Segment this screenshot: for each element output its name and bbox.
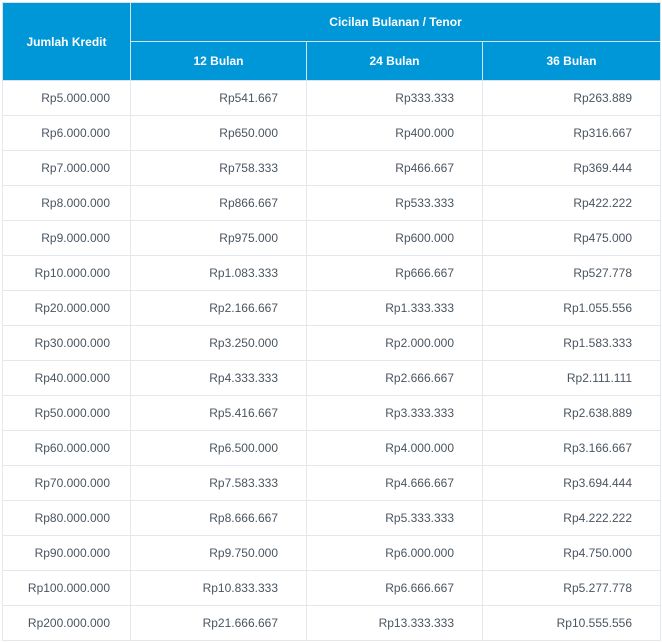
table-header: Jumlah Kredit Cicilan Bulanan / Tenor 12…	[3, 3, 661, 81]
cell-tenor-36: Rp5.277.778	[483, 571, 661, 606]
cell-tenor-36: Rp316.667	[483, 116, 661, 151]
cell-tenor-12: Rp9.750.000	[131, 536, 307, 571]
cell-tenor-36: Rp3.694.444	[483, 466, 661, 501]
cell-tenor-12: Rp21.666.667	[131, 606, 307, 641]
table-body: Rp5.000.000Rp541.667Rp333.333Rp263.889Rp…	[3, 81, 661, 641]
table-row: Rp90.000.000Rp9.750.000Rp6.000.000Rp4.75…	[3, 536, 661, 571]
cell-tenor-36: Rp475.000	[483, 221, 661, 256]
table-row: Rp200.000.000Rp21.666.667Rp13.333.333Rp1…	[3, 606, 661, 641]
cell-tenor-36: Rp2.111.111	[483, 361, 661, 396]
cell-tenor-12: Rp5.416.667	[131, 396, 307, 431]
cell-credit-amount: Rp40.000.000	[3, 361, 131, 396]
cell-tenor-12: Rp541.667	[131, 81, 307, 116]
cell-tenor-24: Rp3.333.333	[307, 396, 483, 431]
cell-tenor-24: Rp6.666.667	[307, 571, 483, 606]
table-row: Rp50.000.000Rp5.416.667Rp3.333.333Rp2.63…	[3, 396, 661, 431]
cell-tenor-36: Rp10.555.556	[483, 606, 661, 641]
cell-credit-amount: Rp80.000.000	[3, 501, 131, 536]
table-row: Rp70.000.000Rp7.583.333Rp4.666.667Rp3.69…	[3, 466, 661, 501]
cell-credit-amount: Rp200.000.000	[3, 606, 131, 641]
cell-tenor-24: Rp533.333	[307, 186, 483, 221]
cell-tenor-24: Rp4.666.667	[307, 466, 483, 501]
cell-credit-amount: Rp10.000.000	[3, 256, 131, 291]
cell-tenor-24: Rp666.667	[307, 256, 483, 291]
installment-table: Jumlah Kredit Cicilan Bulanan / Tenor 12…	[2, 2, 661, 641]
cell-tenor-36: Rp1.055.556	[483, 291, 661, 326]
cell-credit-amount: Rp5.000.000	[3, 81, 131, 116]
cell-tenor-24: Rp1.333.333	[307, 291, 483, 326]
cell-tenor-12: Rp2.166.667	[131, 291, 307, 326]
cell-credit-amount: Rp6.000.000	[3, 116, 131, 151]
cell-tenor-24: Rp13.333.333	[307, 606, 483, 641]
table-row: Rp20.000.000Rp2.166.667Rp1.333.333Rp1.05…	[3, 291, 661, 326]
cell-tenor-12: Rp8.666.667	[131, 501, 307, 536]
cell-tenor-36: Rp1.583.333	[483, 326, 661, 361]
cell-tenor-24: Rp333.333	[307, 81, 483, 116]
cell-tenor-24: Rp2.666.667	[307, 361, 483, 396]
cell-tenor-12: Rp866.667	[131, 186, 307, 221]
table-row: Rp80.000.000Rp8.666.667Rp5.333.333Rp4.22…	[3, 501, 661, 536]
cell-tenor-36: Rp4.750.000	[483, 536, 661, 571]
table-row: Rp30.000.000Rp3.250.000Rp2.000.000Rp1.58…	[3, 326, 661, 361]
header-tenor-12: 12 Bulan	[131, 42, 307, 81]
cell-credit-amount: Rp20.000.000	[3, 291, 131, 326]
cell-tenor-24: Rp2.000.000	[307, 326, 483, 361]
cell-credit-amount: Rp8.000.000	[3, 186, 131, 221]
cell-tenor-36: Rp2.638.889	[483, 396, 661, 431]
table-row: Rp100.000.000Rp10.833.333Rp6.666.667Rp5.…	[3, 571, 661, 606]
cell-tenor-12: Rp975.000	[131, 221, 307, 256]
cell-tenor-36: Rp4.222.222	[483, 501, 661, 536]
cell-credit-amount: Rp60.000.000	[3, 431, 131, 466]
cell-tenor-24: Rp4.000.000	[307, 431, 483, 466]
cell-tenor-36: Rp369.444	[483, 151, 661, 186]
cell-credit-amount: Rp9.000.000	[3, 221, 131, 256]
table-row: Rp40.000.000Rp4.333.333Rp2.666.667Rp2.11…	[3, 361, 661, 396]
header-credit-amount: Jumlah Kredit	[3, 3, 131, 81]
table-row: Rp8.000.000Rp866.667Rp533.333Rp422.222	[3, 186, 661, 221]
table-row: Rp6.000.000Rp650.000Rp400.000Rp316.667	[3, 116, 661, 151]
cell-tenor-12: Rp3.250.000	[131, 326, 307, 361]
cell-tenor-12: Rp10.833.333	[131, 571, 307, 606]
cell-tenor-36: Rp422.222	[483, 186, 661, 221]
header-tenor-group: Cicilan Bulanan / Tenor	[131, 3, 661, 42]
cell-tenor-12: Rp650.000	[131, 116, 307, 151]
cell-tenor-12: Rp4.333.333	[131, 361, 307, 396]
table-row: Rp5.000.000Rp541.667Rp333.333Rp263.889	[3, 81, 661, 116]
cell-tenor-36: Rp527.778	[483, 256, 661, 291]
header-tenor-36: 36 Bulan	[483, 42, 661, 81]
table-row: Rp60.000.000Rp6.500.000Rp4.000.000Rp3.16…	[3, 431, 661, 466]
table-row: Rp9.000.000Rp975.000Rp600.000Rp475.000	[3, 221, 661, 256]
header-tenor-24: 24 Bulan	[307, 42, 483, 81]
cell-credit-amount: Rp7.000.000	[3, 151, 131, 186]
cell-tenor-12: Rp7.583.333	[131, 466, 307, 501]
table-row: Rp7.000.000Rp758.333Rp466.667Rp369.444	[3, 151, 661, 186]
cell-credit-amount: Rp70.000.000	[3, 466, 131, 501]
cell-tenor-36: Rp3.166.667	[483, 431, 661, 466]
cell-tenor-24: Rp600.000	[307, 221, 483, 256]
cell-credit-amount: Rp30.000.000	[3, 326, 131, 361]
cell-tenor-36: Rp263.889	[483, 81, 661, 116]
cell-tenor-24: Rp400.000	[307, 116, 483, 151]
cell-tenor-12: Rp6.500.000	[131, 431, 307, 466]
cell-credit-amount: Rp100.000.000	[3, 571, 131, 606]
cell-credit-amount: Rp90.000.000	[3, 536, 131, 571]
cell-tenor-12: Rp1.083.333	[131, 256, 307, 291]
cell-tenor-24: Rp466.667	[307, 151, 483, 186]
cell-tenor-12: Rp758.333	[131, 151, 307, 186]
table-row: Rp10.000.000Rp1.083.333Rp666.667Rp527.77…	[3, 256, 661, 291]
cell-tenor-24: Rp6.000.000	[307, 536, 483, 571]
cell-tenor-24: Rp5.333.333	[307, 501, 483, 536]
cell-credit-amount: Rp50.000.000	[3, 396, 131, 431]
